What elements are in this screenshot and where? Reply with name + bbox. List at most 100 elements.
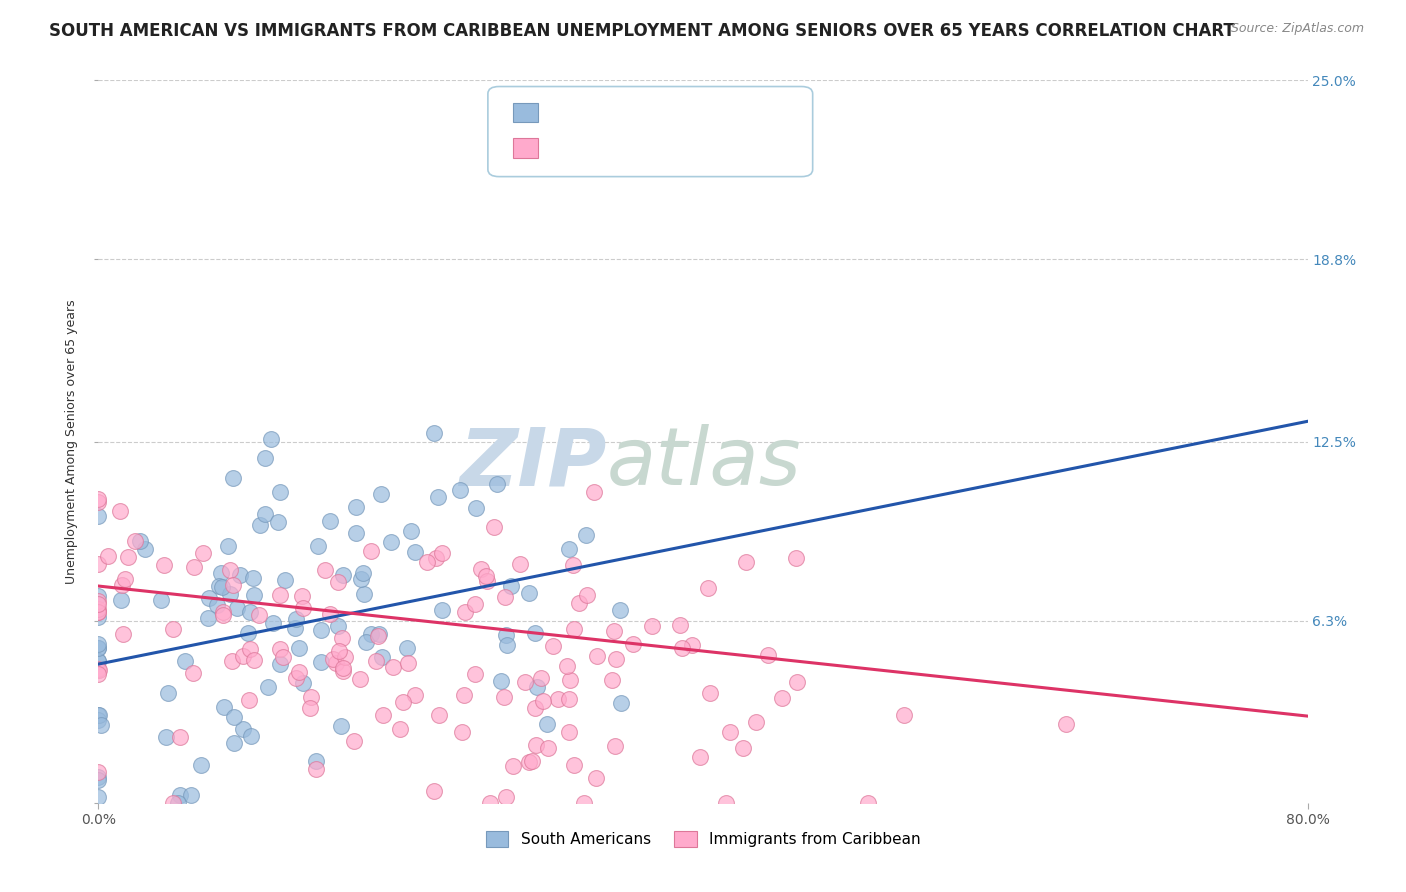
Point bbox=[494, 590, 516, 604]
Point bbox=[454, 605, 477, 619]
Point bbox=[603, 624, 626, 638]
Point bbox=[87, 491, 110, 506]
Point bbox=[87, 637, 110, 651]
Point bbox=[249, 518, 271, 533]
Point bbox=[242, 571, 264, 585]
Point bbox=[239, 642, 262, 657]
Point bbox=[562, 622, 585, 636]
Point bbox=[681, 639, 703, 653]
Point bbox=[292, 675, 315, 690]
Point bbox=[583, 484, 606, 499]
Point bbox=[219, 587, 242, 601]
Point bbox=[87, 598, 110, 612]
Point bbox=[87, 770, 110, 784]
Point bbox=[786, 675, 808, 690]
Point bbox=[191, 546, 214, 560]
Point bbox=[745, 714, 768, 729]
Legend: South Americans, Immigrants from Caribbean: South Americans, Immigrants from Caribbe… bbox=[479, 825, 927, 853]
Point bbox=[87, 653, 110, 667]
Point bbox=[97, 549, 120, 563]
Text: 134: 134 bbox=[696, 140, 728, 155]
Point bbox=[169, 788, 191, 802]
Point bbox=[328, 644, 350, 658]
Point bbox=[87, 594, 110, 608]
Point bbox=[382, 660, 405, 674]
Point bbox=[530, 671, 553, 685]
Point bbox=[464, 666, 486, 681]
Point bbox=[561, 558, 583, 573]
Point bbox=[87, 640, 110, 655]
Point bbox=[311, 655, 333, 669]
Point bbox=[536, 716, 558, 731]
Point bbox=[325, 657, 347, 671]
Point bbox=[344, 500, 367, 514]
Point bbox=[169, 731, 191, 745]
Point bbox=[243, 588, 266, 602]
Point bbox=[332, 660, 354, 674]
Point bbox=[322, 652, 344, 666]
Point bbox=[87, 708, 110, 723]
Point bbox=[352, 566, 374, 580]
Point bbox=[257, 680, 280, 694]
Point bbox=[600, 673, 623, 687]
Point bbox=[366, 654, 388, 668]
Point bbox=[198, 591, 221, 606]
Point bbox=[183, 559, 205, 574]
Point bbox=[262, 615, 284, 630]
Point bbox=[219, 563, 242, 577]
Point bbox=[309, 623, 332, 637]
Point bbox=[314, 563, 336, 577]
Point bbox=[585, 771, 607, 785]
Point bbox=[586, 648, 609, 663]
Point bbox=[354, 634, 377, 648]
Point bbox=[427, 708, 450, 723]
Text: N =: N = bbox=[657, 140, 690, 155]
Point bbox=[269, 642, 291, 657]
Text: -0.358: -0.358 bbox=[591, 140, 645, 155]
Point bbox=[111, 578, 134, 592]
Text: R =: R = bbox=[551, 140, 585, 155]
Point bbox=[134, 542, 156, 557]
Point bbox=[555, 659, 578, 673]
Point bbox=[247, 607, 270, 622]
Point bbox=[87, 790, 110, 805]
Point bbox=[89, 664, 111, 678]
Point bbox=[489, 673, 512, 688]
Point bbox=[558, 692, 581, 706]
Point bbox=[224, 710, 246, 724]
Point bbox=[298, 701, 321, 715]
Text: 100: 100 bbox=[696, 104, 728, 120]
Point bbox=[484, 520, 506, 534]
Point bbox=[269, 588, 291, 602]
Point bbox=[162, 622, 184, 636]
Text: Source: ZipAtlas.com: Source: ZipAtlas.com bbox=[1230, 22, 1364, 36]
Point bbox=[90, 717, 112, 731]
Point bbox=[149, 592, 172, 607]
Point bbox=[284, 621, 307, 635]
Point bbox=[224, 736, 246, 750]
Point bbox=[371, 649, 394, 664]
Point bbox=[499, 579, 522, 593]
Point bbox=[517, 755, 540, 769]
Point bbox=[254, 507, 277, 521]
Point bbox=[209, 566, 232, 580]
Point bbox=[404, 688, 426, 702]
Point bbox=[274, 573, 297, 587]
Point bbox=[319, 607, 342, 621]
Point bbox=[494, 690, 516, 704]
Point bbox=[415, 555, 437, 569]
Text: R =: R = bbox=[551, 104, 585, 120]
Point bbox=[560, 673, 582, 687]
Point bbox=[733, 741, 755, 756]
Point bbox=[495, 790, 517, 805]
Point bbox=[87, 558, 110, 572]
Point bbox=[129, 534, 152, 549]
Point bbox=[513, 675, 536, 690]
Point bbox=[211, 580, 233, 594]
Point bbox=[239, 729, 262, 743]
Point bbox=[517, 586, 540, 600]
Point bbox=[524, 738, 547, 752]
Point bbox=[167, 796, 190, 810]
Point bbox=[124, 533, 146, 548]
Point bbox=[305, 755, 328, 769]
